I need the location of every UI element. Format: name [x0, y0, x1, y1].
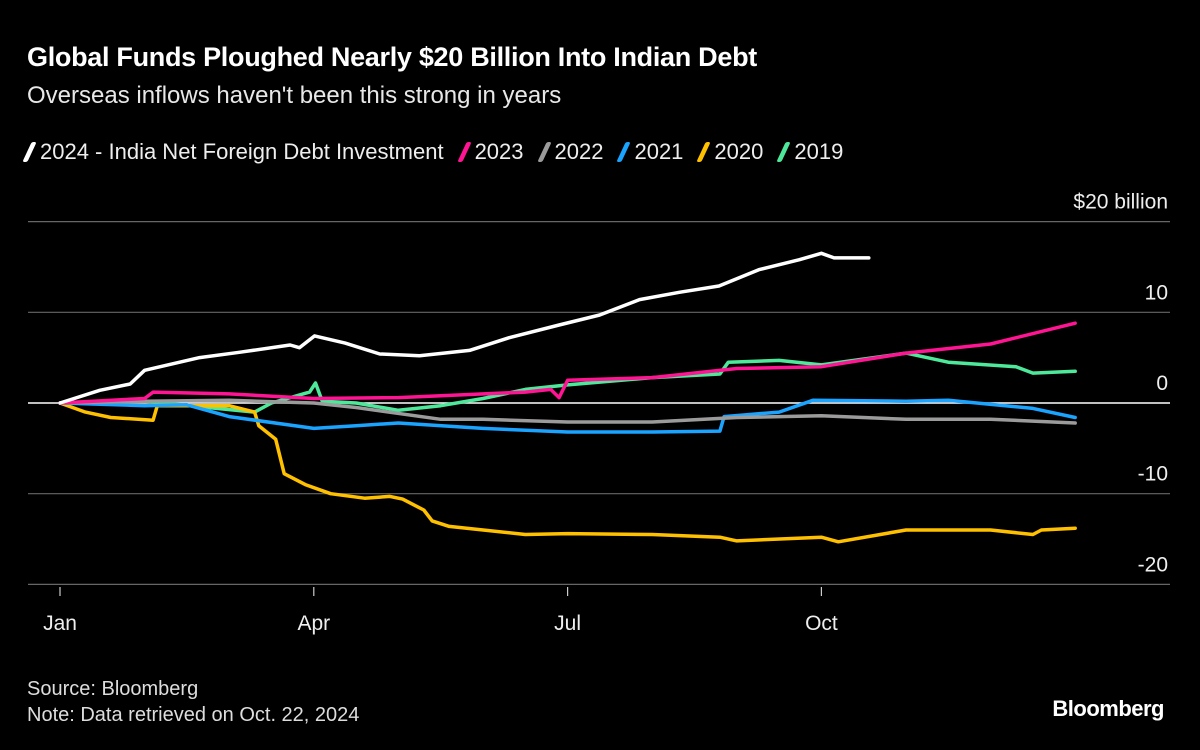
series-line-2021 [58, 398, 1077, 434]
chart-title: Global Funds Ploughed Nearly $20 Billion… [27, 42, 757, 72]
bloomberg-logo: Bloomberg [1052, 696, 1164, 721]
series-line-2023 [58, 321, 1077, 405]
legend-label: 2021 [634, 139, 684, 164]
y-tick-label: 0 [1156, 372, 1168, 395]
y-tick-label: 10 [1145, 281, 1168, 304]
y-tick-label: $20 billion [1073, 191, 1168, 214]
legend-label: 2022 [554, 139, 604, 164]
legend-label: 2020 [714, 139, 764, 164]
legend: 2024 - India Net Foreign Debt Investment… [22, 139, 844, 165]
legend-label: 2019 [794, 139, 844, 164]
source-text: Source: Bloomberg [27, 678, 199, 700]
note-text: Note: Data retrieved on Oct. 22, 2024 [27, 704, 360, 726]
series-line-2022 [58, 398, 1077, 425]
y-tick-label: -10 [1138, 463, 1168, 486]
series-line-2019 [58, 351, 1077, 414]
legend-item: 2024 - India Net Foreign Debt Investment [22, 139, 444, 165]
x-tick-label: Oct [805, 612, 838, 635]
legend-item: 2023 [456, 139, 524, 165]
legend-item: 2021 [616, 139, 684, 165]
x-tick-label: Jan [43, 612, 77, 635]
series-line-2020 [58, 401, 1077, 544]
legend-label: 2024 - India Net Foreign Debt Investment [40, 139, 444, 164]
chart-subtitle: Overseas inflows haven't been this stron… [27, 82, 562, 109]
series-line-2024 [58, 251, 871, 405]
legend-label: 2023 [474, 139, 524, 164]
y-tick-label: -20 [1138, 553, 1168, 576]
legend-item: 2022 [536, 139, 604, 165]
footer: Source: Bloomberg Note: Data retrieved o… [27, 676, 359, 728]
x-tick-label: Jul [554, 612, 581, 635]
legend-item: 2019 [776, 139, 844, 165]
x-tick-label: Apr [297, 612, 330, 635]
legend-item: 2020 [696, 139, 764, 165]
